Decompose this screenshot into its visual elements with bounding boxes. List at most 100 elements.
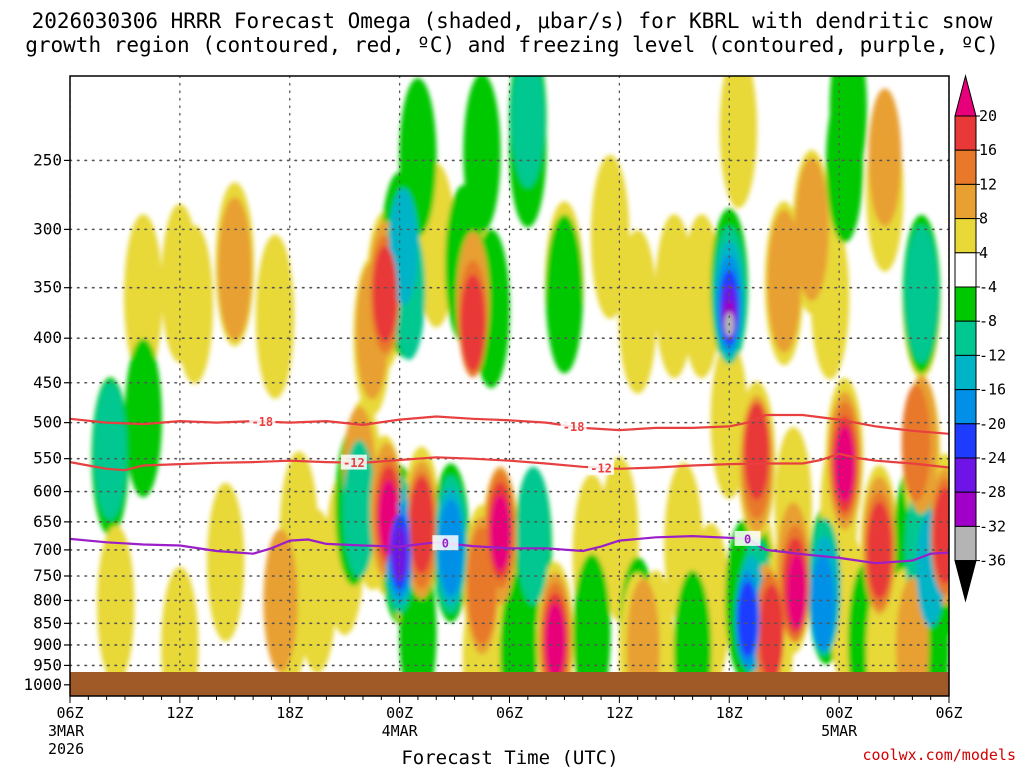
omega-blob [391,526,408,582]
omega-blob [124,214,163,379]
contour-label-background [588,459,615,475]
y-tick-label: 650 [33,512,62,531]
x-tick-label: 18Z [276,704,303,722]
colorbar-bin [954,423,977,459]
colorbar-label: -16 [979,381,1006,399]
x-date-label: 5MAR [821,722,858,740]
omega-blob [511,76,545,188]
omega-blob [744,403,769,500]
colorbar-label: -4 [979,278,997,296]
omega-blob [545,214,584,374]
contour-label: -12 [343,456,365,470]
omega-blob [737,581,758,658]
omega-blob [342,439,376,578]
colorbar-top-arrow [954,74,977,117]
omega-blob [217,197,252,341]
colorbar-bin [954,252,977,288]
colorbar-bin [954,115,977,151]
omega-blob [97,525,135,684]
chart-title-line1: 2026030306 HRRR Forecast Omega (shaded, … [32,9,993,33]
omega-blob [573,554,611,696]
omega-blob [124,338,162,498]
ground-below-surface [70,672,949,696]
colorbar-bottom-arrow [954,560,977,603]
omega-blob [545,603,566,679]
colorbar-label: -28 [979,483,1006,501]
credit-text[interactable]: coolwx.com/models [862,746,1016,764]
x-tick-label: 18Z [716,704,743,722]
colorbar-label: 12 [979,175,997,193]
contour-label: 0 [744,532,751,546]
omega-blob [719,76,758,209]
y-tick-label: 1000 [23,675,62,694]
colorbar-bin [954,389,977,425]
chart-title-line2: growth region (contoured, red, ºC) and f… [25,33,999,57]
colorbar-label: -12 [979,346,1006,364]
contour-label-background [560,418,587,434]
colorbar-bin [954,218,977,254]
colorbar-label: -8 [979,312,997,330]
contour-label-background [734,530,761,546]
y-tick-label: 950 [33,655,62,674]
colorbar-bin [954,183,977,220]
x-tick-label: 00Z [386,704,413,722]
y-tick-label: 600 [33,482,62,501]
x-tick-label: 06Z [56,704,83,722]
colorbar-label: -24 [979,449,1006,467]
colorbar-bin [954,286,977,322]
y-tick-label: 500 [33,413,62,432]
colorbar-label: 20 [979,107,997,125]
x-date-label: 4MAR [382,722,419,740]
omega-blob [933,487,949,584]
colorbar-bin [954,491,977,527]
x-date-label: 3MAR [48,722,85,740]
y-axis: 250 300 350 400 450 500 550 600 650 700 750 800 850 9… [23,150,70,694]
colorbar-label: 8 [979,210,988,228]
y-tick-label: 250 [33,150,62,169]
y-tick-label: 350 [33,278,62,297]
contour-line-0 [70,535,949,565]
omega-blob [901,384,931,502]
contour-line--18 [70,413,949,435]
contour-label: -18 [563,420,585,434]
colorbar: 20 16 12 8 4 -4 -8 -12 -16 -20 -24 -28 -32 -36 [954,74,1006,603]
omega-blob [787,553,807,630]
contour-layer: -18 -18 -12 -12 0 0 [70,413,949,565]
omega-blob [655,214,694,379]
omega-blob [207,482,245,642]
omega-blob [759,584,784,682]
omega-blob [93,382,127,520]
omega-blob [673,570,712,696]
colorbar-label: -36 [979,552,1006,570]
y-tick-label: 550 [33,449,62,468]
omega-blob [516,467,550,606]
omega-blob [905,225,938,364]
contour-label: -12 [590,461,612,475]
contour-label-background [340,454,367,470]
omega-blob [825,83,864,243]
y-tick-label: 450 [33,373,62,392]
colorbar-bin [954,525,977,562]
omega-blob [868,88,902,227]
colorbar-bin [954,354,977,391]
x-tick-label: 00Z [826,704,853,722]
colorbar-bin [954,149,977,185]
colorbar-label: 16 [979,141,997,159]
x-tick-label: 06Z [935,704,962,722]
y-tick-label: 400 [33,328,62,347]
x-tick-label: 12Z [166,704,193,722]
omega-blob [618,229,657,394]
y-tick-label: 750 [33,566,62,585]
omega-blob [682,214,722,379]
omega-blob [463,76,501,233]
contour-label: -18 [251,415,273,429]
y-tick-label: 900 [33,635,62,654]
colorbar-bin [954,320,977,356]
omega-blob [372,245,398,343]
omega-blob [834,426,855,502]
contour-label-background [432,535,459,551]
y-tick-label: 700 [33,540,62,559]
contour-label: 0 [442,537,449,551]
